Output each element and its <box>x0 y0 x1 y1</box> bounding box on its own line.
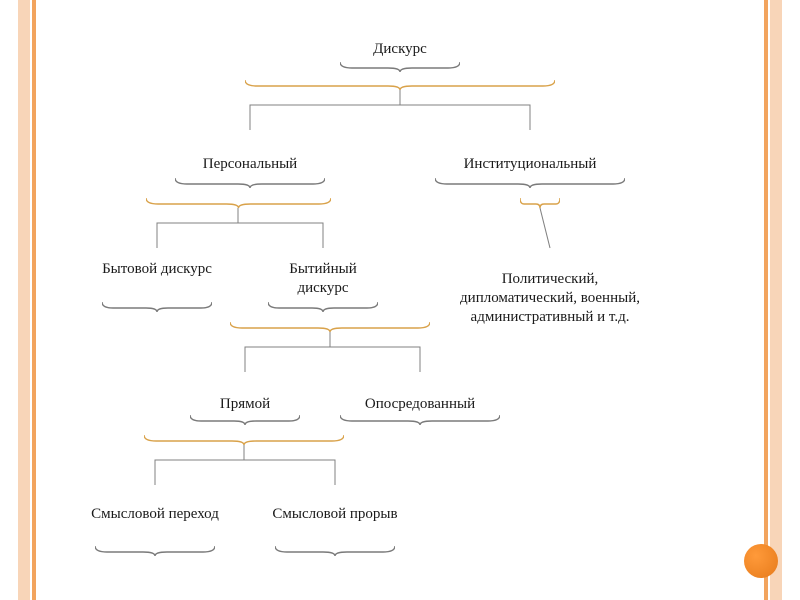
brace-bytiynyy-accent <box>230 322 430 332</box>
brace-root-accent <box>245 80 555 90</box>
brace-institut-dark <box>435 178 625 188</box>
brace-root-dark <box>340 62 460 72</box>
node-perehod: Смысловой переход <box>90 505 220 524</box>
right-stripe-inner <box>764 0 768 600</box>
brace-personal-dark <box>175 178 325 188</box>
node-bytovoy: Бытовой дискурс <box>97 260 217 279</box>
node-polit: Политический, дипломатический, военный, … <box>445 270 655 326</box>
node-root: Дискурс <box>330 40 470 59</box>
brace-pryamoy-dark <box>190 415 300 425</box>
right-stripe-outer <box>770 0 782 600</box>
node-bytiynyy: Бытийный дискурс <box>263 260 383 298</box>
brace-bytovoy-dark <box>102 302 212 312</box>
brace-oposred-dark <box>340 415 500 425</box>
node-pryamoy: Прямой <box>185 395 305 414</box>
left-stripe-inner <box>32 0 36 600</box>
brace-personal-accent <box>146 198 331 208</box>
brace-bytiynyy-dark <box>268 302 378 312</box>
brace-pryamoy-accent <box>144 435 344 445</box>
brace-institut-accent <box>520 198 560 208</box>
left-stripe-outer <box>18 0 30 600</box>
diagram-canvas: Дискурс Персональный Институциональный Быто… <box>40 0 760 600</box>
orange-dot-decoration <box>744 544 778 578</box>
node-personal: Персональный <box>165 155 335 174</box>
node-proryv: Смысловой прорыв <box>270 505 400 524</box>
node-institut: Институциональный <box>430 155 630 174</box>
brace-proryv-dark <box>275 546 395 556</box>
brace-perehod-dark <box>95 546 215 556</box>
node-oposred: Опосредованный <box>335 395 505 414</box>
